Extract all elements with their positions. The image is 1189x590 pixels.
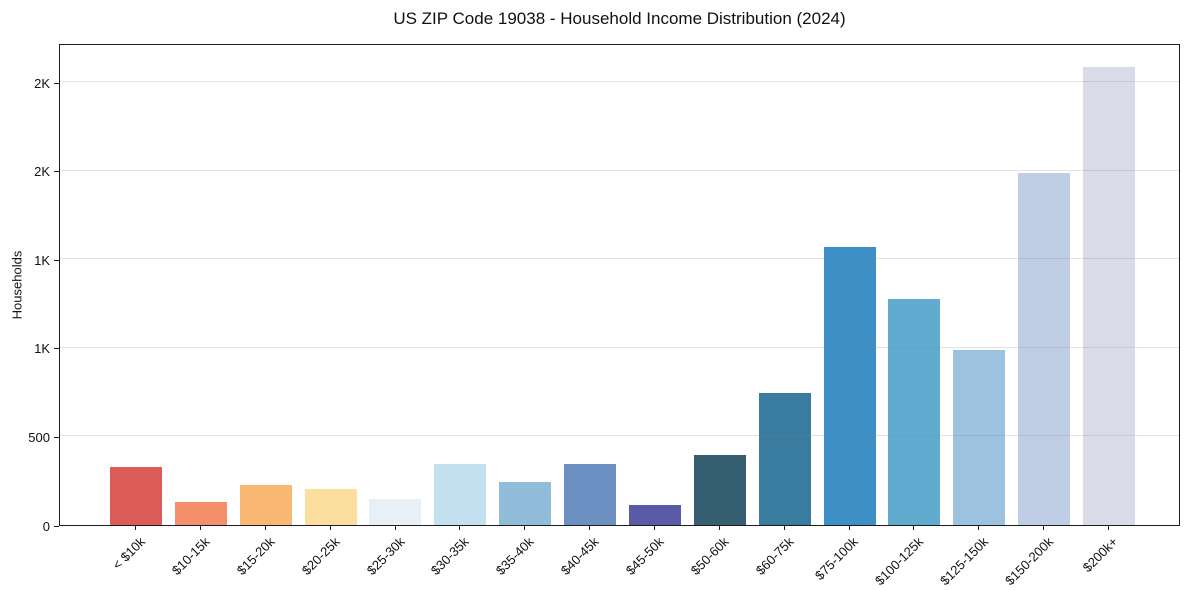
chart-title: US ZIP Code 19038 - Household Income Dis…: [393, 9, 846, 28]
x-tick-label: $40-45k: [557, 534, 602, 578]
x-tick-mark: [1043, 526, 1045, 530]
x-tick-mark: [589, 526, 591, 530]
x-tick-mark: [718, 526, 720, 530]
x-tick-label: $25-30k: [363, 534, 408, 578]
gridline: [60, 81, 1179, 82]
x-tick-mark: [394, 526, 396, 530]
x-tick-mark: [329, 526, 331, 530]
x-tick-label: $150-200k: [1001, 534, 1056, 589]
x-tick-mark: [913, 526, 915, 530]
y-tick-mark: [54, 525, 59, 527]
bar: [239, 485, 292, 525]
gridline: [60, 435, 1179, 437]
y-tick-mark: [54, 82, 59, 84]
bar: [693, 455, 746, 525]
plot-area: [59, 44, 1180, 526]
x-tick-label: $200k+: [1079, 534, 1121, 576]
gridline: [60, 169, 1179, 171]
bar: [1083, 66, 1136, 525]
x-tick-mark: [524, 526, 526, 530]
y-tick-label: 1K: [34, 341, 50, 357]
y-tick-label: 2K: [34, 75, 50, 91]
x-tick-mark: [978, 526, 980, 530]
bar: [628, 504, 681, 525]
bar: [953, 349, 1006, 525]
x-tick-mark: [264, 526, 266, 530]
x-tick-label: $15-20k: [233, 534, 278, 578]
bar: [1018, 173, 1071, 525]
x-tick-label: $45-50k: [622, 534, 667, 578]
bar: [304, 488, 357, 525]
y-tick-mark: [54, 348, 59, 350]
x-tick-label: $35-40k: [492, 534, 537, 578]
x-tick-mark: [654, 526, 655, 530]
x-tick-mark: [848, 526, 850, 530]
x-tick-label: $30-35k: [428, 534, 472, 578]
gridline: [60, 346, 1179, 348]
bar: [564, 463, 617, 525]
bar: [174, 502, 227, 525]
bar: [499, 481, 552, 525]
y-tick-label: 500: [28, 429, 50, 445]
y-tick-label: 1K: [34, 252, 50, 268]
y-tick-mark: [54, 436, 59, 438]
x-tick-label: $20-25k: [298, 534, 343, 578]
bar: [110, 467, 162, 525]
y-tick-mark: [54, 259, 59, 261]
x-tick-mark: [783, 526, 785, 530]
bar: [758, 393, 811, 525]
x-tick-mark: [135, 526, 136, 530]
x-tick-label: $50-60k: [687, 534, 732, 578]
x-tick-label: $10-15k: [168, 534, 213, 578]
x-tick-label: $125-150k: [936, 534, 991, 589]
bar: [823, 246, 876, 525]
bar: [888, 299, 941, 525]
x-tick-label: < $10k: [109, 534, 148, 573]
gridline: [60, 258, 1179, 260]
x-tick-mark: [459, 526, 461, 530]
y-tick-label: 2K: [34, 164, 50, 180]
x-tick-label: $100-125k: [871, 534, 926, 589]
x-tick-mark: [199, 526, 201, 530]
x-tick-label: $75-100k: [812, 534, 862, 583]
x-tick-label: $60-75k: [752, 534, 797, 578]
y-tick-label: 0: [42, 518, 50, 534]
bar: [434, 463, 487, 525]
x-tick-mark: [1108, 526, 1110, 530]
y-tick-mark: [54, 171, 59, 173]
bar: [369, 499, 422, 525]
